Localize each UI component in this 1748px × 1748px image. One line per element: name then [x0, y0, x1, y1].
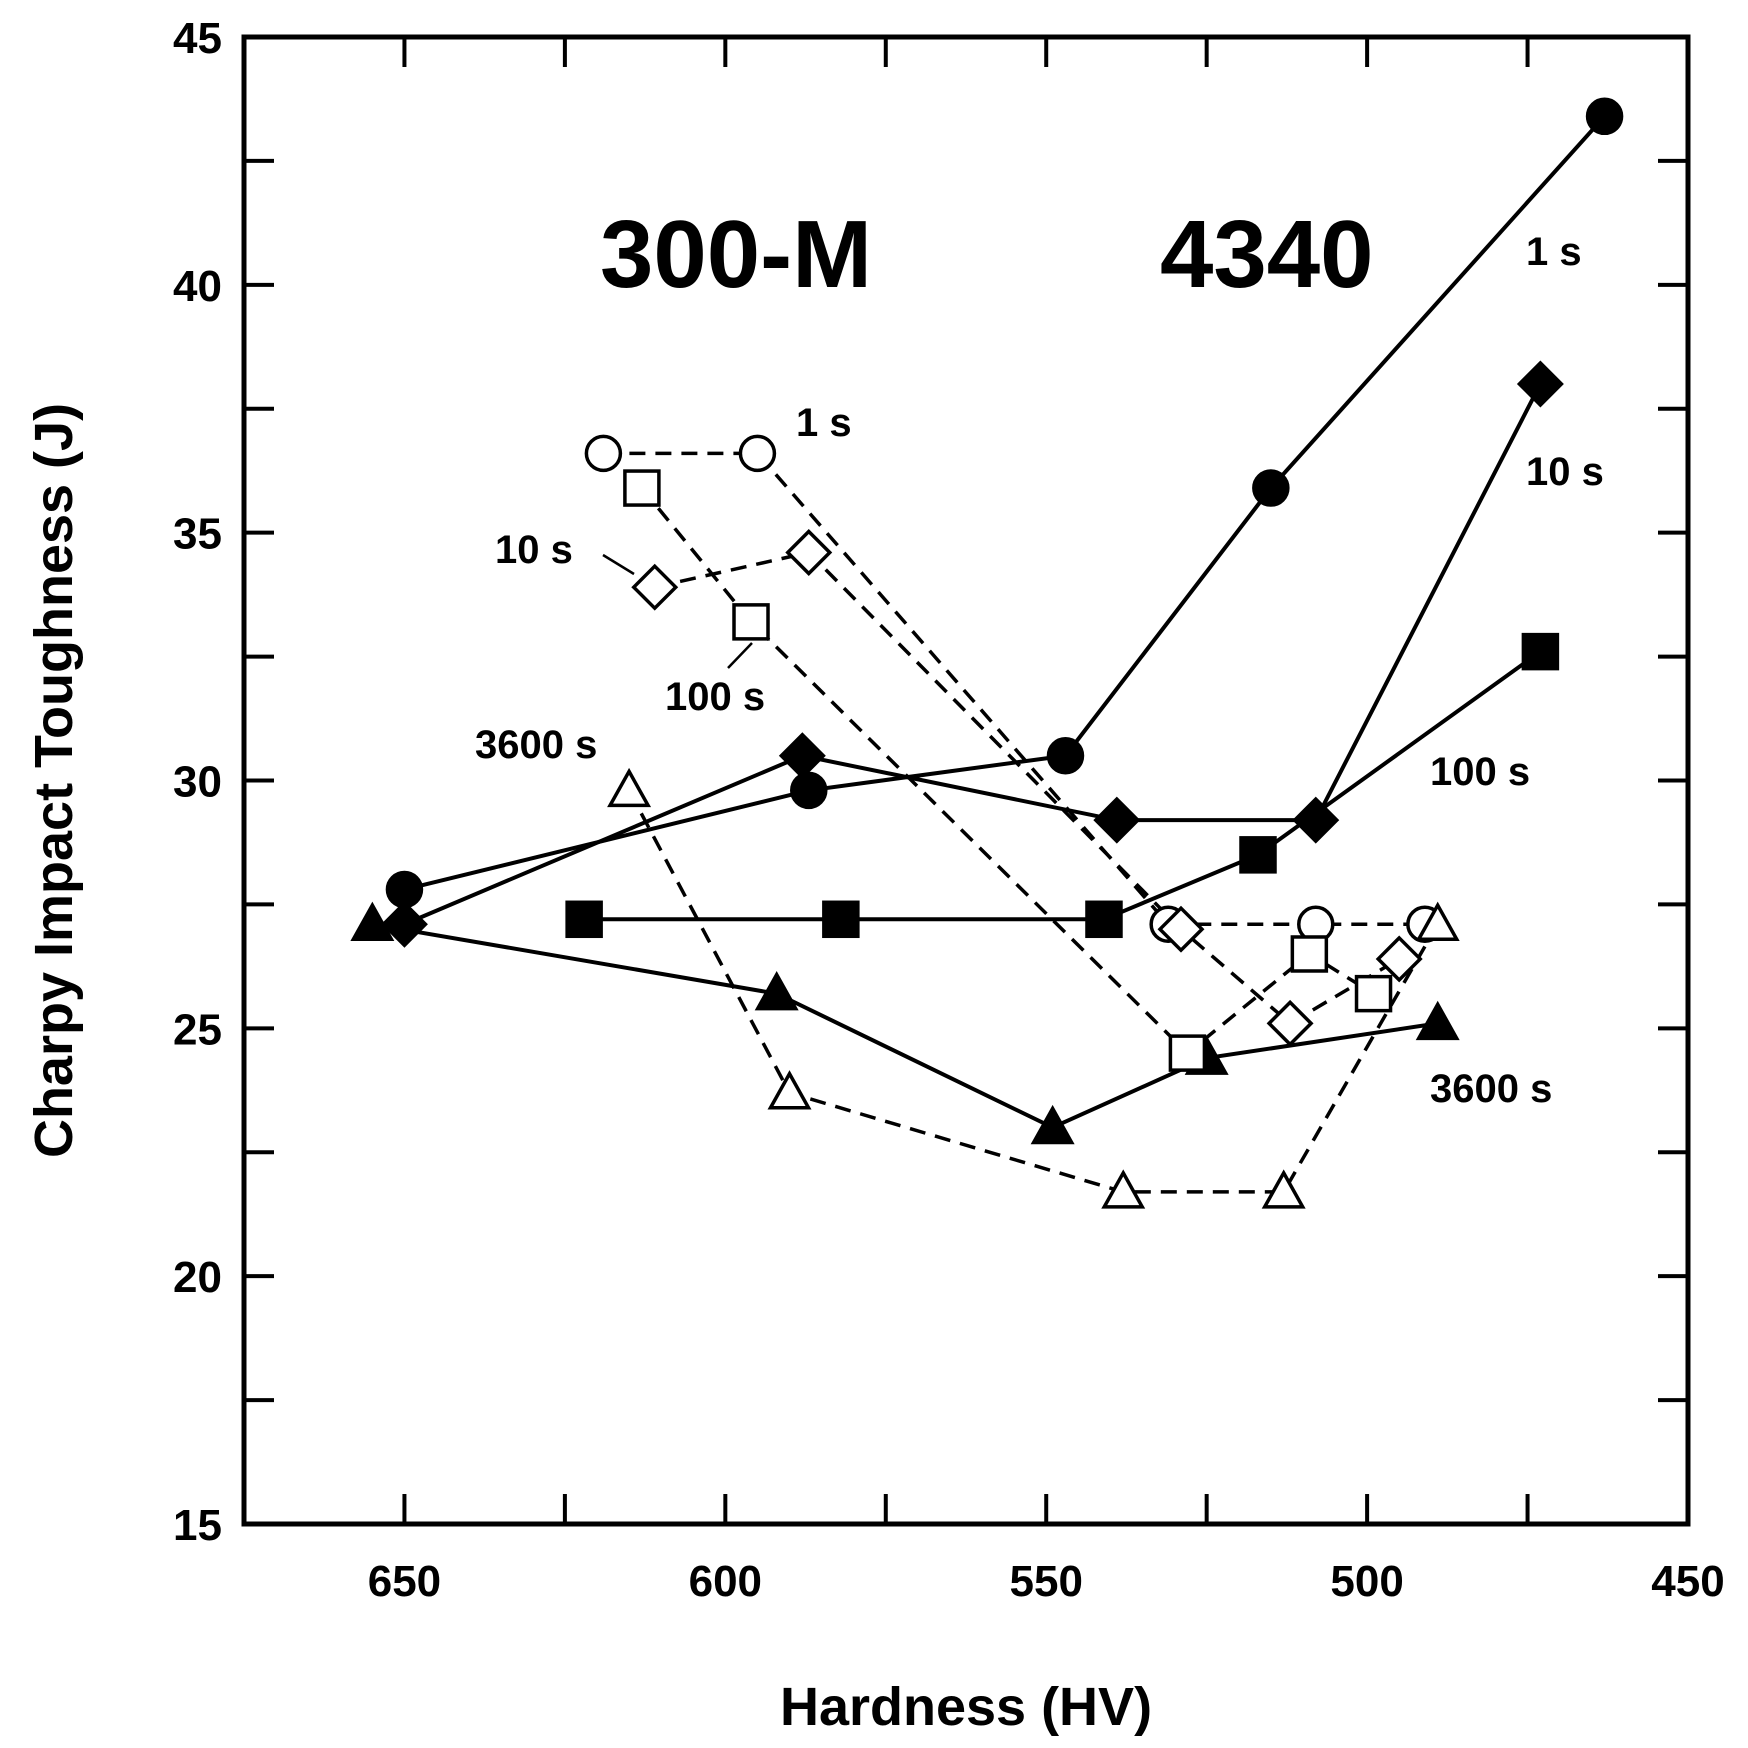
series-line-6 — [640, 486, 1375, 1056]
x-tick-label: 550 — [1010, 1557, 1083, 1606]
data-point-triangle — [607, 767, 652, 808]
group-label-300m: 300-M — [600, 201, 872, 308]
x-axis-title: Hardness (HV) — [780, 1677, 1152, 1737]
series-label-300m-100s: 100 s — [665, 675, 765, 719]
x-tick-label: 450 — [1651, 1557, 1724, 1606]
data-point-square — [1085, 900, 1123, 939]
series-line-1 — [403, 383, 1543, 927]
data-point-diamond — [1157, 905, 1205, 953]
data-point-diamond — [380, 900, 428, 948]
data-point-triangle — [1415, 1000, 1460, 1041]
data-point-diamond — [785, 529, 833, 576]
data-point-diamond — [1266, 999, 1314, 1047]
data-point-triangle — [754, 971, 799, 1011]
leader-300m-100s — [727, 642, 753, 669]
y-tick-label: 15 — [173, 1501, 222, 1550]
series-label-300m-10s: 10 s — [495, 528, 573, 572]
data-point-diamond — [1093, 796, 1141, 844]
data-point-square — [623, 469, 661, 507]
data-point-triangle — [1261, 1169, 1306, 1209]
x-tick-label: 500 — [1330, 1557, 1403, 1606]
y-tick-label: 35 — [173, 510, 222, 559]
data-point-triangle — [1415, 901, 1460, 941]
data-point-square — [1168, 1034, 1207, 1072]
axis-ticks: 650 600 550 500 450 15 20 25 30 35 40 45 Hardness (H… — [24, 14, 1725, 1737]
data-point-diamond — [1375, 935, 1423, 983]
data-point-diamond — [1516, 360, 1564, 408]
series-label-4340-1s: 1 s — [1526, 230, 1582, 274]
data-point-diamond — [1292, 796, 1340, 844]
data-point-circle — [1585, 97, 1624, 136]
data-point-circle — [790, 771, 828, 810]
series-line-4 — [603, 451, 1425, 926]
series-label-4340-3600s: 3600 s — [1430, 1067, 1552, 1111]
data-point-circle — [584, 434, 623, 473]
x-tick-label: 600 — [689, 1557, 762, 1606]
y-axis-title: Charpy Impact Toughness (J) — [24, 403, 84, 1158]
group-label-4340: 4340 — [1160, 201, 1374, 308]
series-line-0 — [403, 114, 1607, 892]
data-point-square — [1239, 836, 1277, 874]
x-tick-label: 650 — [368, 1557, 441, 1606]
series-line-7 — [627, 789, 1440, 1194]
data-point-circle — [1252, 469, 1290, 507]
series-label-4340-10s: 10 s — [1526, 450, 1604, 494]
data-point-square — [1290, 935, 1329, 973]
data-point-diamond — [778, 732, 826, 780]
data-point-square — [732, 603, 770, 641]
y-tick-label: 20 — [173, 1253, 222, 1302]
series-label-4340-100s: 100 s — [1430, 750, 1530, 794]
y-tick-label: 25 — [173, 1005, 222, 1054]
data-point-triangle — [1101, 1169, 1146, 1209]
data-point-triangle — [350, 901, 395, 941]
series-label-300m-3600s: 3600 s — [475, 723, 597, 767]
data-point-square — [1354, 974, 1393, 1013]
series-lines — [372, 114, 1607, 1194]
series-label-300m-1s: 1 s — [796, 401, 852, 445]
data-point-diamond — [631, 563, 679, 611]
data-point-triangle — [1030, 1104, 1075, 1145]
data-point-square — [565, 900, 603, 939]
data-point-square — [1521, 632, 1560, 671]
y-tick-label: 40 — [173, 262, 222, 311]
y-tick-label: 30 — [173, 758, 222, 807]
data-point-circle — [738, 434, 777, 473]
leader-300m-10s — [602, 553, 635, 576]
data-point-triangle — [767, 1070, 812, 1110]
data-point-circle — [1046, 736, 1085, 775]
series-markers — [350, 97, 1624, 1209]
data-point-square — [822, 900, 860, 939]
y-tick-label: 45 — [173, 14, 222, 63]
